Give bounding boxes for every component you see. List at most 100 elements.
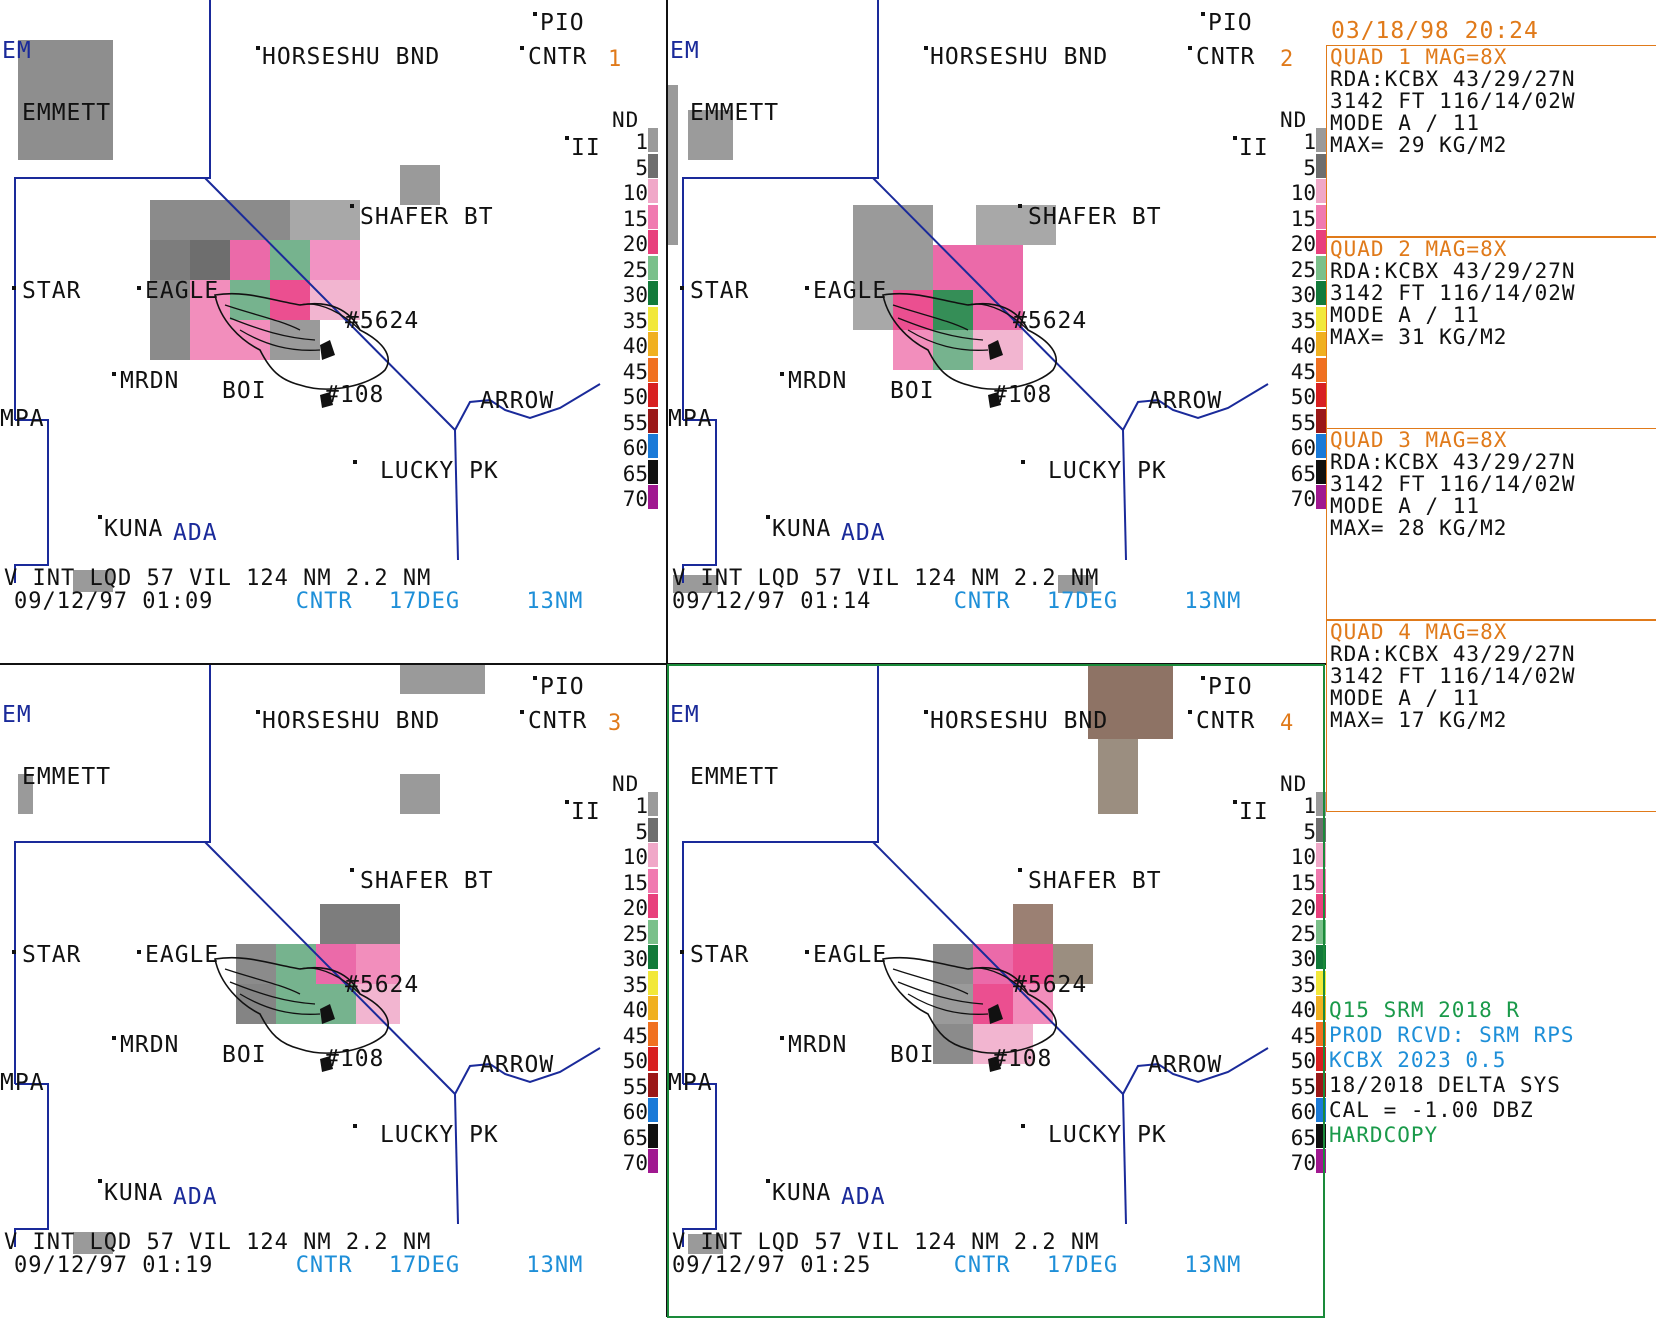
legend-level: 50 — [612, 1047, 658, 1073]
divider-horizontal — [0, 663, 1326, 665]
info-panel-quad-3[interactable]: QUAD 3 MAG=8X RDA:KCBX 43/29/27N 3142 FT… — [1326, 428, 1656, 620]
site-marker — [12, 286, 16, 290]
legend-level: 25 — [612, 919, 658, 946]
status-range: 13NM — [526, 589, 584, 614]
place-kuna: KUNA — [772, 1180, 832, 1206]
site-marker — [1188, 710, 1192, 714]
legend-swatch — [648, 459, 658, 484]
radar-map[interactable] — [668, 664, 1326, 1319]
place-ii: II — [1239, 135, 1269, 161]
legend-level: 25 — [612, 255, 658, 282]
legend-level: 50 — [1280, 383, 1326, 409]
panel-rda: RDA:KCBX 43/29/27N — [1330, 450, 1576, 474]
legend-swatch — [648, 1021, 658, 1046]
info-panel-quad-2[interactable]: QUAD 2 MAG=8X RDA:KCBX 43/29/27N 3142 FT… — [1326, 237, 1656, 429]
legend-level: 10 — [1280, 179, 1326, 205]
legend-level: 15 — [612, 868, 658, 895]
legend-level: 25 — [1280, 919, 1326, 946]
legend-swatch — [648, 1098, 658, 1122]
legend-nd: ND — [1280, 108, 1308, 132]
legend-level: 10 — [612, 179, 658, 205]
place-5624: #5624 — [345, 972, 420, 998]
legend-level: 15 — [612, 204, 658, 231]
legend-level: 55 — [1280, 1072, 1326, 1099]
radar-map[interactable] — [0, 664, 658, 1319]
status-line-1: V INT LQD 57 VIL 124 NM 2.2 NM — [672, 1230, 1100, 1255]
status-range: 13NM — [1184, 589, 1242, 614]
status-line-2: 09/12/97 01:19 CNTR 17DEG 13NM — [14, 1253, 583, 1278]
place-ada: ADA — [841, 1184, 886, 1210]
place-lucky: LUCKY PK — [380, 1122, 499, 1148]
panel-max: MAX= 28 KG/M2 — [1330, 516, 1508, 540]
panel-rda: RDA:KCBX 43/29/27N — [1330, 259, 1576, 283]
legend-level: 5 — [1280, 153, 1326, 180]
place-arrow: ARROW — [480, 388, 555, 414]
panel-rda: RDA:KCBX 43/29/27N — [1330, 642, 1576, 666]
place-lucky: LUCKY PK — [1048, 1122, 1167, 1148]
legend-swatch — [648, 230, 658, 254]
place-shafer: SHAFER BT — [1028, 204, 1162, 230]
quad-number: 3 — [608, 711, 622, 736]
place-boi: BOI — [222, 378, 267, 404]
site-marker — [1021, 1124, 1025, 1128]
legend-level: 20 — [612, 230, 658, 256]
radar-map[interactable] — [0, 0, 658, 655]
site-marker — [680, 286, 684, 290]
place-star: STAR — [690, 942, 750, 968]
info-panel-quad-1[interactable]: QUAD 1 MAG=8X RDA:KCBX 43/29/27N 3142 FT… — [1326, 45, 1656, 237]
legend-swatch — [1316, 434, 1326, 458]
legend-swatch — [1316, 408, 1326, 433]
legend-swatch — [648, 179, 658, 203]
legend-swatch — [648, 306, 658, 331]
status-range: 13NM — [526, 1253, 584, 1278]
site-marker — [1188, 46, 1192, 50]
site-marker — [924, 46, 928, 50]
hardcopy-button[interactable]: HARDCOPY — [1329, 1123, 1439, 1147]
legend-level: 65 — [1280, 459, 1326, 486]
legend-swatch — [1316, 919, 1326, 944]
place-em: EM — [2, 38, 32, 64]
place-ii: II — [571, 799, 601, 825]
place-kuna: KUNA — [104, 516, 164, 542]
legend-level: 35 — [612, 306, 658, 333]
legend-level: 5 — [1280, 817, 1326, 844]
legend-level: 70 — [612, 485, 658, 511]
site-marker — [98, 515, 102, 519]
site-marker — [112, 372, 116, 376]
legend-level: 1 — [1280, 792, 1326, 818]
place-5624: #5624 — [1013, 308, 1088, 334]
legend-swatch — [1316, 1021, 1326, 1046]
status-time: 09/12/97 01:09 — [14, 589, 214, 614]
panel-elev: 3142 FT 116/14/02W — [1330, 664, 1576, 688]
legend-swatch — [1316, 1149, 1326, 1173]
legend-swatch — [648, 485, 658, 509]
quadrant-2[interactable]: PIO HORSESHU BND CNTR 2 EM EMMETT II SHA… — [668, 0, 1326, 655]
place-emmett: EMMETT — [22, 100, 112, 126]
legend-level: 1 — [612, 128, 658, 154]
place-eagle: EAGLE — [145, 278, 220, 304]
site-marker — [112, 1036, 116, 1040]
panel-elev: 3142 FT 116/14/02W — [1330, 472, 1576, 496]
place-star: STAR — [22, 278, 82, 304]
legend-swatch — [1316, 945, 1326, 969]
place-pio: PIO — [1208, 674, 1253, 700]
legend-level: 30 — [612, 281, 658, 307]
place-star: STAR — [22, 942, 82, 968]
radar-map[interactable] — [668, 0, 1326, 655]
quadrant-1[interactable]: PIO HORSESHU BND CNTR 1 EM EMMETT II SHA… — [0, 0, 658, 655]
legend-swatch — [1316, 332, 1326, 356]
legend-level: 65 — [612, 1123, 658, 1150]
quadrant-4[interactable]: PIO HORSESHU BND CNTR 4 EM EMMETT II SHA… — [668, 664, 1326, 1319]
legend-level: 1 — [612, 792, 658, 818]
quadrant-3[interactable]: PIO HORSESHU BND CNTR 3 EM EMMETT II SHA… — [0, 664, 658, 1319]
place-arrow: ARROW — [1148, 1052, 1223, 1078]
place-eagle: EAGLE — [145, 942, 220, 968]
site-marker — [1201, 676, 1205, 680]
legend-level: 35 — [612, 970, 658, 997]
place-shafer: SHAFER BT — [360, 204, 494, 230]
info-panel-quad-4[interactable]: QUAD 4 MAG=8X RDA:KCBX 43/29/27N 3142 FT… — [1326, 620, 1656, 812]
place-horseshu: HORSESHU BND — [262, 708, 441, 734]
legend-level: 15 — [1280, 868, 1326, 895]
legend-swatch — [1316, 459, 1326, 484]
place-arrow: ARROW — [1148, 388, 1223, 414]
